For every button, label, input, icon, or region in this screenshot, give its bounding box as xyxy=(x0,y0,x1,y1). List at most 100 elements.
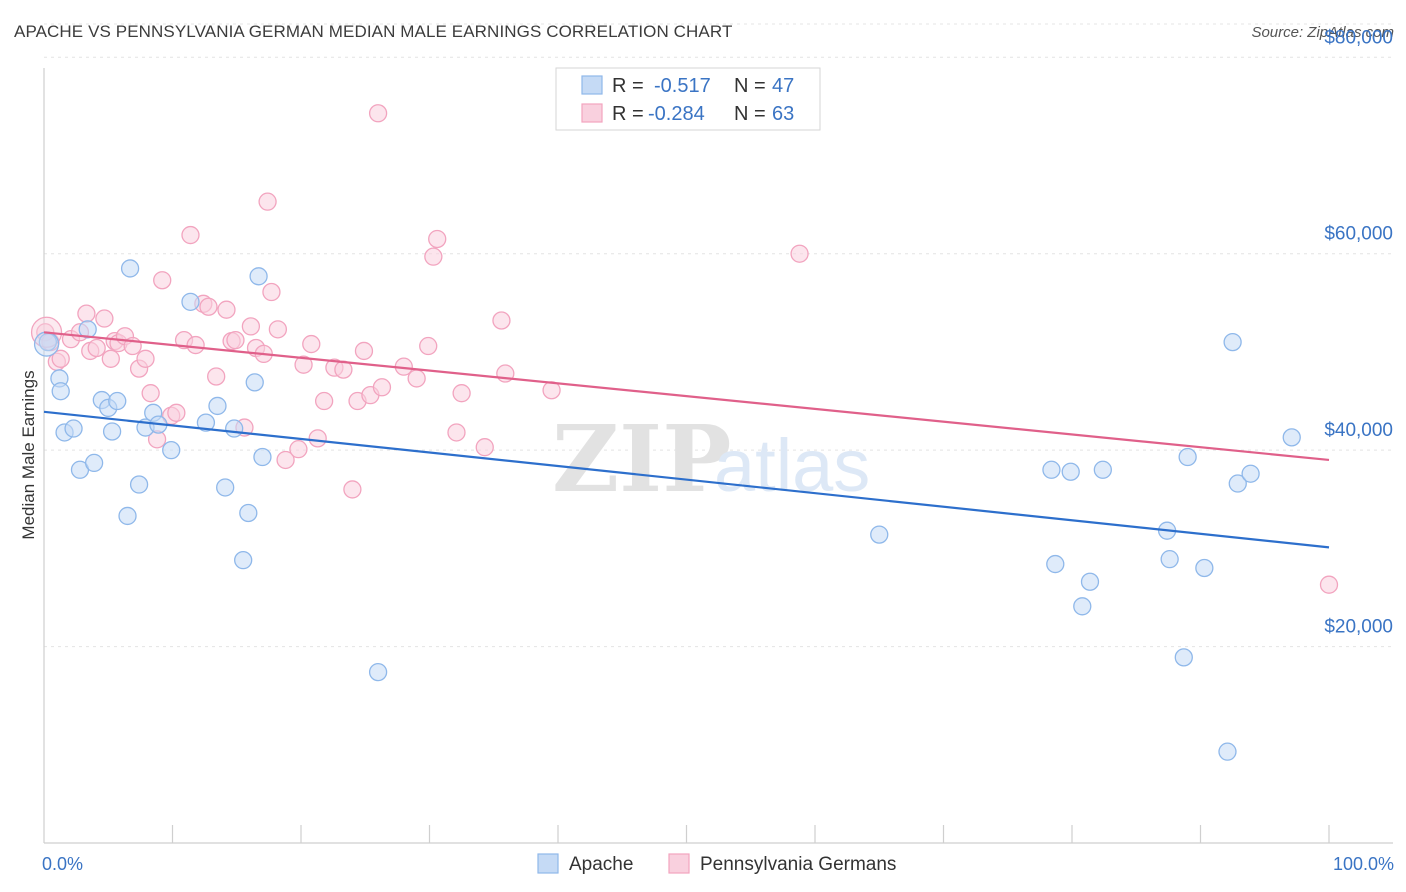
legend-swatch-apache xyxy=(581,75,603,95)
point-pennsylvania-germans xyxy=(428,229,447,249)
chart-title: APACHE VS PENNSYLVANIA GERMAN MEDIAN MAL… xyxy=(14,22,733,41)
point-pennsylvania-germans xyxy=(207,367,226,386)
y-axis-label: Median Male Earnings xyxy=(19,370,38,539)
point-pennsylvania-germans xyxy=(181,225,200,245)
point-pennsylvania-germans xyxy=(136,349,155,368)
trend-line-pennsylvania-germans xyxy=(43,331,1330,462)
point-apache xyxy=(234,550,253,570)
bottom-legend-label-apache: Apache xyxy=(569,854,633,875)
y-tick-label: $40,000 xyxy=(1324,420,1393,441)
point-pennsylvania-germans xyxy=(452,384,471,403)
point-pennsylvania-germans xyxy=(492,311,511,330)
point-pennsylvania-germans xyxy=(226,330,245,350)
point-apache xyxy=(1282,428,1301,447)
bottom-legend: Apache Pennsylvania Germans xyxy=(537,853,896,875)
legend-r-label-apache: R = xyxy=(612,75,644,97)
point-apache-cluster xyxy=(33,331,60,357)
point-pennsylvania-germans xyxy=(77,304,96,323)
y-tick-label: $60,000 xyxy=(1324,224,1393,245)
bottom-legend-label-pennsylvania-germans: Pennsylvania Germans xyxy=(700,854,896,875)
point-apache xyxy=(181,292,200,311)
point-apache xyxy=(78,320,97,339)
point-pennsylvania-germans xyxy=(167,403,186,422)
watermark: ZIP atlas xyxy=(552,405,870,513)
point-pennsylvania-germans xyxy=(101,349,120,368)
point-pennsylvania-germans xyxy=(186,335,205,355)
point-pennsylvania-germans xyxy=(87,338,106,358)
point-apache xyxy=(1061,462,1080,481)
point-apache xyxy=(120,259,140,278)
point-pennsylvania-germans xyxy=(95,309,114,328)
point-pennsylvania-germans xyxy=(276,450,295,470)
axes xyxy=(43,68,1393,844)
legend: R = -0.517 N = 47 R = -0.284 N = 63 xyxy=(555,67,821,131)
legend-n-label-apache: N = xyxy=(734,75,766,97)
point-apache xyxy=(1160,550,1179,569)
y-tick-label: $20,000 xyxy=(1324,617,1393,638)
point-apache xyxy=(108,391,127,411)
point-pennsylvania-germans xyxy=(407,369,426,388)
point-pennsylvania-germans xyxy=(790,244,809,263)
point-pennsylvania-germans xyxy=(217,300,236,319)
point-pennsylvania-germans xyxy=(314,391,334,411)
point-pennsylvania-germans xyxy=(372,378,392,397)
point-apache xyxy=(208,396,227,416)
trend-lines xyxy=(43,331,1330,549)
point-apache xyxy=(249,267,268,286)
y-tick-label: $80,000 xyxy=(1324,27,1393,48)
point-pennsylvania-germans xyxy=(141,384,160,403)
point-apache xyxy=(1223,332,1242,352)
x-tick-label-0: 0.0% xyxy=(42,854,83,874)
point-apache xyxy=(84,453,104,473)
point-apache xyxy=(1241,464,1260,483)
point-pennsylvania-germans xyxy=(447,423,466,442)
point-pennsylvania-germans xyxy=(424,247,443,266)
point-apache xyxy=(64,419,83,438)
point-pennsylvania-germans xyxy=(475,438,494,457)
legend-r-label-pennsylvania-germans: R = xyxy=(612,103,644,125)
point-pennsylvania-germans xyxy=(419,336,438,356)
point-apache xyxy=(1046,554,1065,574)
point-apache xyxy=(51,382,70,401)
point-apache xyxy=(162,440,181,460)
point-apache xyxy=(216,478,235,497)
legend-n-value-apache: 47 xyxy=(772,75,794,97)
point-apache xyxy=(118,506,137,526)
point-pennsylvania-germans xyxy=(302,334,321,354)
point-apache xyxy=(870,525,889,544)
point-pennsylvania-germans xyxy=(289,440,308,459)
legend-r-value-apache: -0.517 xyxy=(654,75,711,97)
point-pennsylvania-germans xyxy=(241,317,261,336)
point-apache xyxy=(129,475,149,494)
point-pennsylvania-germans xyxy=(354,341,374,361)
point-apache xyxy=(1073,597,1092,616)
point-pennsylvania-germans xyxy=(308,429,327,448)
trend-line-apache xyxy=(43,410,1330,549)
watermark-atlas: atlas xyxy=(714,424,870,507)
point-apache xyxy=(102,422,122,441)
bottom-legend-swatch-pennsylvania-germans xyxy=(668,853,690,874)
watermark-zip: ZIP xyxy=(552,405,731,513)
point-apache xyxy=(196,413,216,432)
legend-n-value-pennsylvania-germans: 63 xyxy=(772,103,794,125)
point-apache xyxy=(1195,558,1214,578)
point-apache xyxy=(368,662,388,682)
point-pennsylvania-germans xyxy=(294,355,313,374)
chart-source: Source: ZipAtlas.com xyxy=(1251,24,1394,41)
point-apache xyxy=(239,503,258,523)
point-pennsylvania-germans xyxy=(343,480,362,499)
point-apache xyxy=(1228,474,1247,493)
bottom-legend-swatch-apache xyxy=(537,853,559,874)
point-apache xyxy=(245,373,264,392)
point-apache xyxy=(1080,572,1100,591)
point-pennsylvania-germans xyxy=(368,104,388,123)
legend-r-value-pennsylvania-germans: -0.284 xyxy=(648,103,705,125)
point-apache xyxy=(1218,742,1237,761)
x-tick-label-100: 100.0% xyxy=(1333,854,1394,874)
series-pennsylvania-germans-points xyxy=(30,104,1339,594)
point-pennsylvania-germans xyxy=(262,282,281,302)
point-apache xyxy=(1042,460,1061,479)
legend-swatch-pennsylvania-germans xyxy=(581,103,603,123)
point-apache xyxy=(253,447,272,467)
